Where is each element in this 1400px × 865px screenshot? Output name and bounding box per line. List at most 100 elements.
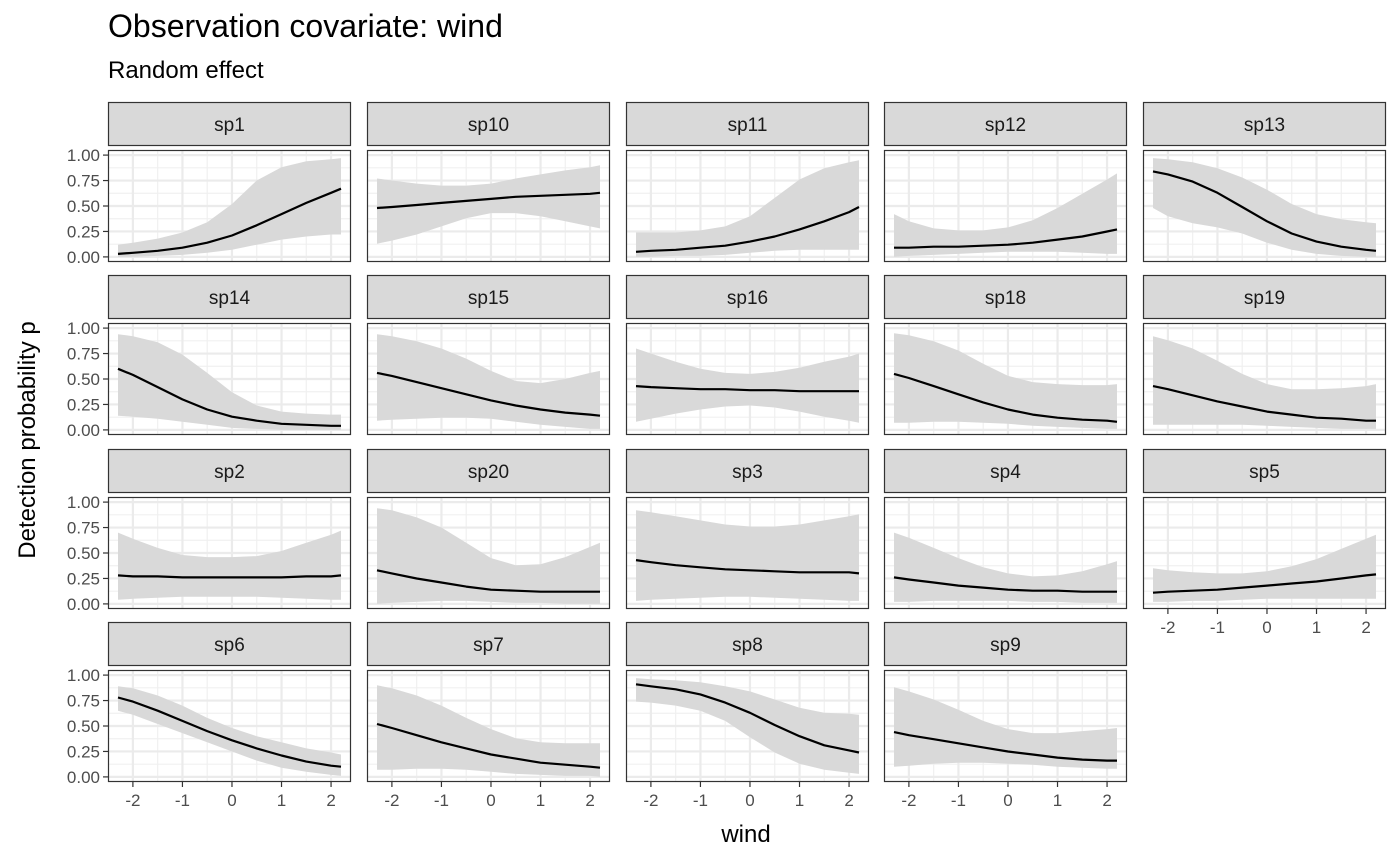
- mean-line-sp18: [893, 372, 1118, 423]
- facet-strip-label: sp9: [990, 635, 1021, 656]
- x-tick-label: 0: [745, 791, 754, 810]
- facet-strip-label: sp8: [732, 635, 763, 656]
- facet-strip-label: sp3: [732, 462, 763, 483]
- x-tick-label: -2: [1160, 618, 1175, 637]
- x-tick-label: -2: [125, 791, 140, 810]
- chart-title: Observation covariate: wind: [108, 8, 503, 44]
- panel-border: [883, 322, 1128, 436]
- mean-line-sp12: [894, 228, 1118, 249]
- facet-strip-label: sp11: [728, 115, 768, 136]
- ci-band-sp6: [118, 686, 341, 776]
- mean-line-sp13: [1152, 170, 1377, 252]
- panel-border: [883, 149, 1128, 263]
- facet-strip-label: sp14: [209, 288, 251, 309]
- mean-line-sp10: [376, 191, 601, 210]
- x-tick-label: -1: [1210, 618, 1225, 637]
- mean-line-sp4: [893, 576, 1117, 593]
- facet-strip-label: sp18: [985, 288, 1026, 309]
- facet-strip-sp1: [107, 101, 352, 147]
- y-tick-label: 1.00: [67, 493, 100, 512]
- x-tick-label: 1: [536, 791, 545, 810]
- mean-line-sp14: [117, 367, 341, 427]
- facet-strip-sp3: [625, 448, 870, 494]
- y-tick-label: 0.75: [67, 519, 100, 538]
- mean-line-sp16: [635, 385, 859, 393]
- facet-strip-label: sp1: [214, 115, 245, 136]
- facet-strip-sp13: [1142, 101, 1387, 147]
- ci-band-sp18: [894, 333, 1117, 429]
- y-tick-label: 1.00: [67, 666, 100, 685]
- facet-strip-sp8: [625, 621, 870, 667]
- y-tick-label: 0.50: [67, 197, 100, 216]
- ci-band-sp10: [377, 165, 600, 244]
- x-tick-label: -2: [384, 791, 399, 810]
- x-tick-label: 0: [486, 791, 495, 810]
- panel-border: [625, 322, 870, 436]
- y-axis-title: Detection probability p: [14, 321, 41, 558]
- y-tick-label: 0.25: [67, 395, 100, 414]
- facet-strip-label: sp12: [985, 115, 1026, 136]
- panel-border: [107, 669, 352, 783]
- y-tick-label: 0.25: [67, 222, 100, 241]
- facet-strip-label: sp20: [468, 462, 509, 483]
- facet-strip-label: sp15: [468, 288, 509, 309]
- panel-border: [883, 496, 1128, 610]
- panel-border: [107, 149, 352, 263]
- facet-strip-sp2: [107, 448, 352, 494]
- y-tick-label: 0.50: [67, 717, 100, 736]
- facet-strip-sp20: [366, 448, 611, 494]
- x-tick-label: -1: [693, 791, 708, 810]
- panel-border: [625, 496, 870, 610]
- x-tick-label: 1: [1053, 791, 1062, 810]
- facet-strip-sp10: [366, 101, 611, 147]
- x-tick-label: 2: [585, 791, 594, 810]
- y-tick-label: 0.50: [67, 544, 100, 563]
- facet-strip-sp6: [107, 621, 352, 667]
- x-tick-label: 1: [277, 791, 286, 810]
- panel-border: [107, 496, 352, 610]
- panel-border: [1142, 496, 1387, 610]
- ci-band-sp11: [636, 160, 859, 257]
- y-tick-label: 0.75: [67, 345, 100, 364]
- mean-line-sp11: [635, 206, 860, 253]
- y-tick-label: 1.00: [67, 146, 100, 165]
- ci-band-sp8: [636, 678, 859, 774]
- ci-band-sp14: [118, 334, 341, 430]
- y-tick-label: 0.00: [67, 595, 100, 614]
- ci-band-sp2: [118, 530, 341, 600]
- ci-band-sp20: [377, 508, 600, 604]
- ci-band-sp5: [1153, 534, 1376, 602]
- facet-strip-label: sp16: [727, 288, 768, 309]
- facet-strip-sp7: [366, 621, 611, 667]
- x-axis-title: wind: [720, 821, 770, 848]
- ci-band-sp15: [377, 334, 600, 429]
- facet-strip-sp14: [107, 274, 352, 320]
- mean-line-sp8: [635, 683, 860, 754]
- y-tick-label: 0.50: [67, 370, 100, 389]
- ci-band-sp7: [377, 685, 600, 777]
- x-tick-label: -2: [901, 791, 916, 810]
- chart-subtitle: Random effect: [108, 57, 264, 84]
- panel-border: [1142, 322, 1387, 436]
- x-tick-label: -2: [643, 791, 658, 810]
- mean-line-sp5: [1152, 573, 1377, 594]
- y-tick-label: 1.00: [67, 319, 100, 338]
- facet-strip-sp12: [883, 101, 1128, 147]
- facet-strip-label: sp5: [1249, 462, 1280, 483]
- y-tick-label: 0.25: [67, 569, 100, 588]
- facet-strip-sp16: [625, 274, 870, 320]
- x-tick-label: 2: [1102, 791, 1111, 810]
- x-tick-label: 1: [795, 791, 804, 810]
- mean-line-sp2: [117, 574, 342, 579]
- mean-line-sp1: [117, 187, 342, 255]
- ci-band-sp19: [1153, 336, 1376, 429]
- ci-band-sp1: [118, 158, 341, 257]
- y-tick-label: 0.75: [67, 172, 100, 191]
- x-tick-label: -1: [951, 791, 966, 810]
- ci-band-sp12: [894, 173, 1117, 257]
- mean-line-sp15: [376, 371, 601, 417]
- ci-band-sp9: [894, 687, 1117, 769]
- facet-strip-label: sp10: [468, 115, 509, 136]
- x-tick-label: 1: [1312, 618, 1321, 637]
